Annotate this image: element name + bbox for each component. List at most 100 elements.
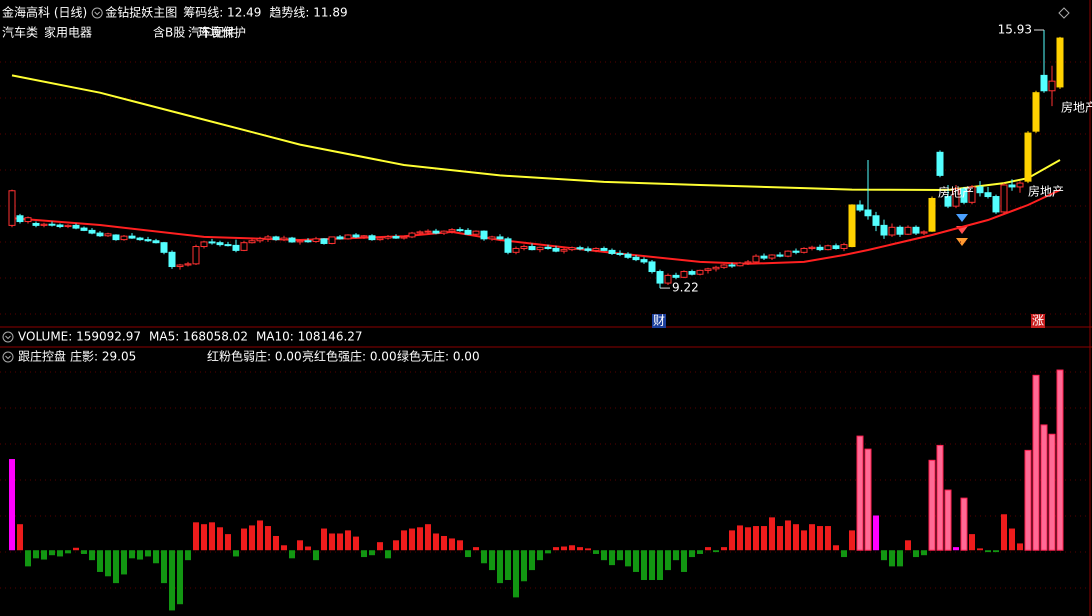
candle-body: [336, 236, 344, 240]
legend-entry: 趋势线: 11.89: [269, 6, 347, 20]
candle-body: [968, 186, 976, 203]
candle-body: [784, 250, 792, 257]
candle-body: [1008, 184, 1016, 188]
diamond-icons: [956, 214, 968, 246]
candle-body: [704, 268, 712, 271]
bar: [481, 550, 487, 564]
bar: [313, 550, 319, 561]
candle-body: [656, 271, 664, 284]
bar: [409, 528, 415, 551]
bar: [881, 550, 887, 561]
bar: [889, 550, 895, 567]
indicator-line: [11, 74, 1061, 192]
bar: [473, 547, 479, 551]
candle-body: [216, 242, 224, 246]
bar: [433, 533, 439, 551]
candle-body: [120, 235, 128, 241]
bar: [617, 550, 623, 561]
candle-body: [584, 248, 592, 251]
bar: [361, 550, 367, 558]
candle-body: [344, 234, 352, 240]
bar: [449, 538, 455, 551]
bar: [825, 526, 831, 551]
candle-body: [560, 249, 568, 252]
candle-body: [248, 240, 256, 244]
bar: [441, 535, 447, 551]
bar: [193, 522, 199, 551]
candle-body: [632, 256, 640, 261]
bar: [353, 536, 359, 551]
bar: [305, 546, 311, 551]
bar: [897, 550, 903, 567]
bar: [729, 530, 735, 551]
candle-body: [512, 247, 520, 253]
candle-body: [896, 226, 904, 235]
bar: [705, 547, 711, 551]
candle-body: [736, 262, 744, 267]
bar: [537, 550, 543, 561]
candle-body: [616, 252, 624, 255]
candle-body: [568, 247, 576, 251]
candle-body: [504, 238, 512, 253]
candle-body: [608, 249, 616, 254]
candle-body: [264, 236, 272, 240]
bar: [329, 533, 335, 551]
candle-body: [552, 247, 560, 252]
candle-body: [848, 204, 856, 248]
bar: [401, 530, 407, 551]
candle-body: [16, 215, 24, 223]
bar: [913, 550, 919, 558]
bar: [241, 528, 247, 551]
bar: [681, 550, 687, 572]
bar: [385, 550, 391, 559]
bar: [633, 550, 639, 572]
bar: [625, 550, 631, 567]
bar: [873, 515, 879, 551]
candle-body: [32, 222, 40, 226]
bar: [17, 524, 23, 551]
candle-body: [288, 237, 296, 243]
bar: [9, 459, 15, 551]
candle-body: [432, 230, 440, 234]
candle-body: [184, 263, 192, 266]
candle-body: [864, 209, 872, 217]
candle-body: [976, 186, 984, 194]
candle-body: [768, 254, 776, 259]
bar: [737, 525, 743, 551]
indicator-title: 跟庄控盘: [18, 349, 66, 364]
candle-body: [752, 255, 760, 263]
candle-body: [1000, 184, 1008, 213]
bar: [1032, 374, 1040, 551]
bar: [113, 550, 119, 584]
candle-body: [280, 237, 288, 241]
bar: [321, 528, 327, 551]
bar: [856, 435, 864, 551]
candle-body: [528, 246, 536, 251]
candle-body: [1056, 37, 1064, 88]
bar: [97, 550, 103, 572]
bar: [337, 533, 343, 551]
candle-body: [40, 223, 48, 226]
bar: [665, 550, 671, 571]
candle-body: [640, 259, 648, 263]
bar: [921, 550, 927, 556]
sector-annotation: 房地产: [938, 185, 974, 200]
bar: [345, 530, 351, 551]
high-label: 15.93: [998, 23, 1032, 37]
bar: [553, 547, 559, 551]
bar: [936, 444, 944, 551]
candle-body: [232, 244, 240, 251]
candle-body: [152, 240, 160, 244]
candle-body: [1040, 74, 1048, 92]
candle-body: [888, 226, 896, 236]
chart-title: 金海高科 (日线): [2, 5, 87, 20]
candle-body: [592, 247, 600, 251]
candle-body: [984, 192, 992, 198]
candle-body: [952, 188, 960, 207]
bar: [673, 550, 679, 561]
stock-tag: 家用电器: [44, 25, 92, 40]
bar: [169, 550, 175, 611]
candle-body: [680, 271, 688, 278]
bar: [960, 497, 968, 551]
